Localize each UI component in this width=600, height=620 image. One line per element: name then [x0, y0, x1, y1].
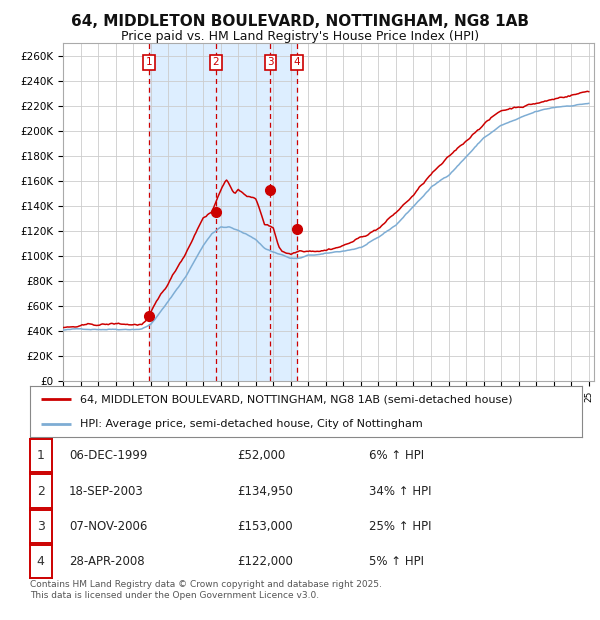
Text: 1: 1 — [37, 450, 45, 462]
Text: £153,000: £153,000 — [237, 520, 293, 533]
Text: Price paid vs. HM Land Registry's House Price Index (HPI): Price paid vs. HM Land Registry's House … — [121, 30, 479, 43]
Text: 64, MIDDLETON BOULEVARD, NOTTINGHAM, NG8 1AB: 64, MIDDLETON BOULEVARD, NOTTINGHAM, NG8… — [71, 14, 529, 29]
Text: Contains HM Land Registry data © Crown copyright and database right 2025.
This d: Contains HM Land Registry data © Crown c… — [30, 580, 382, 601]
Text: 4: 4 — [293, 57, 300, 67]
Text: 2: 2 — [37, 485, 45, 497]
Text: 5% ↑ HPI: 5% ↑ HPI — [369, 556, 424, 568]
Text: 18-SEP-2003: 18-SEP-2003 — [69, 485, 144, 497]
Text: 25% ↑ HPI: 25% ↑ HPI — [369, 520, 431, 533]
Text: £134,950: £134,950 — [237, 485, 293, 497]
Text: 28-APR-2008: 28-APR-2008 — [69, 556, 145, 568]
Text: £122,000: £122,000 — [237, 556, 293, 568]
Text: 34% ↑ HPI: 34% ↑ HPI — [369, 485, 431, 497]
Text: 1: 1 — [146, 57, 152, 67]
Text: 07-NOV-2006: 07-NOV-2006 — [69, 520, 148, 533]
Text: 64, MIDDLETON BOULEVARD, NOTTINGHAM, NG8 1AB (semi-detached house): 64, MIDDLETON BOULEVARD, NOTTINGHAM, NG8… — [80, 394, 512, 404]
Text: HPI: Average price, semi-detached house, City of Nottingham: HPI: Average price, semi-detached house,… — [80, 419, 422, 429]
Bar — [149, 43, 296, 381]
Text: 6% ↑ HPI: 6% ↑ HPI — [369, 450, 424, 462]
Text: 3: 3 — [267, 57, 274, 67]
Text: £52,000: £52,000 — [237, 450, 285, 462]
Text: 2: 2 — [212, 57, 219, 67]
Text: 3: 3 — [37, 520, 45, 533]
Text: 4: 4 — [37, 556, 45, 568]
Text: 06-DEC-1999: 06-DEC-1999 — [69, 450, 148, 462]
